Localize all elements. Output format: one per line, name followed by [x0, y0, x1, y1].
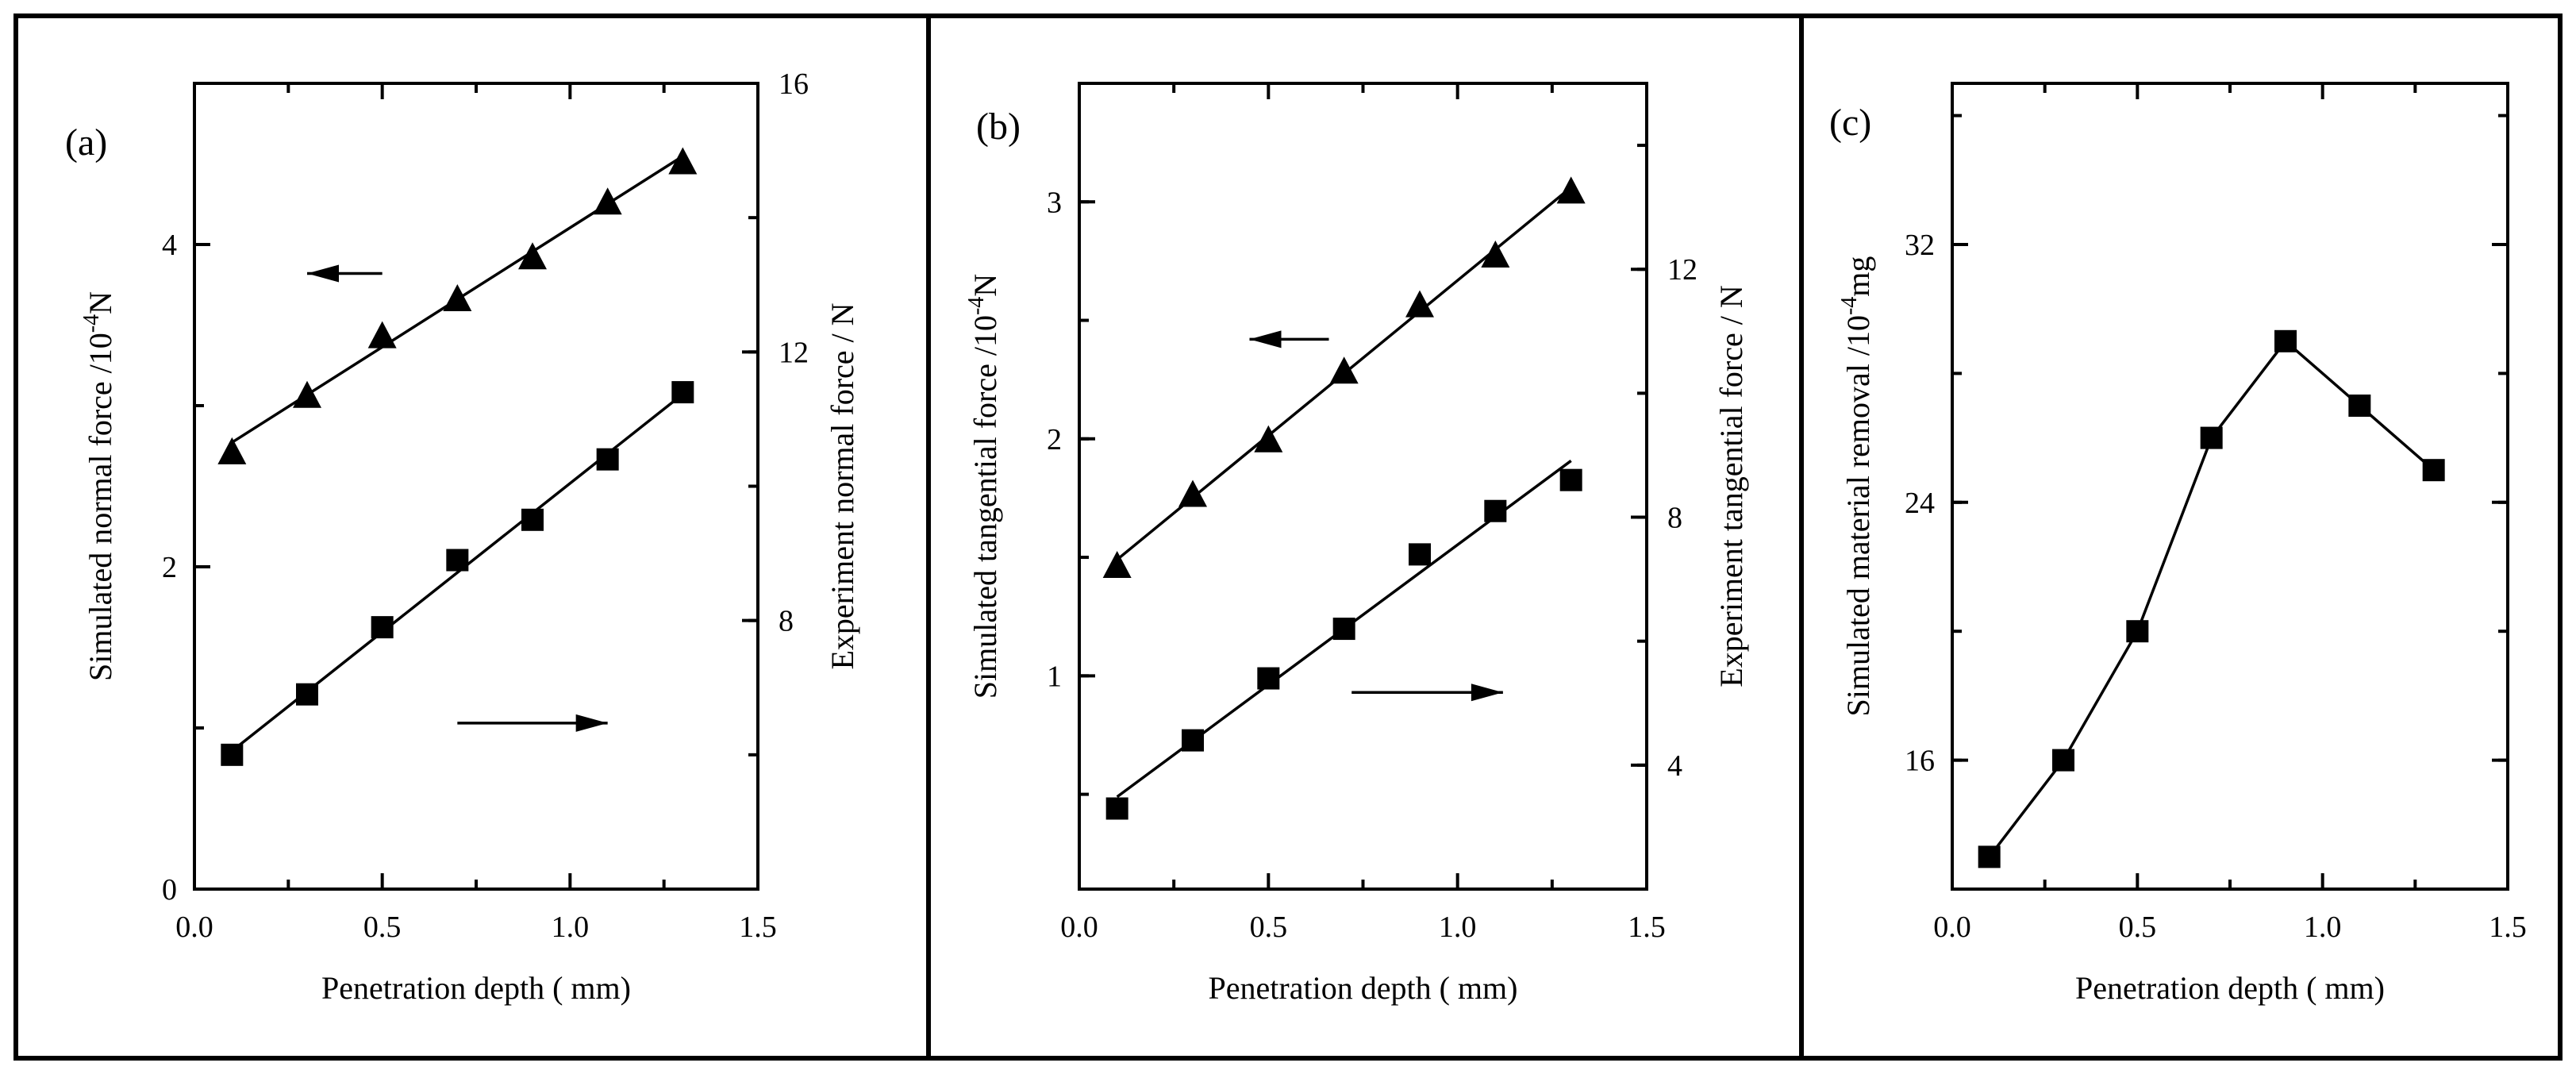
y-left-axis-title-unit: N — [83, 291, 118, 314]
square-marker — [671, 381, 694, 404]
x-tick-label: 1.0 — [2304, 911, 2342, 944]
square-marker — [1105, 797, 1128, 820]
y-left-axis-title-exponent: -4 — [964, 297, 989, 315]
x-tick-label: 0.0 — [175, 911, 213, 944]
square-marker — [2274, 329, 2297, 352]
triangle-marker — [367, 321, 397, 348]
triangle-marker — [1254, 425, 1283, 452]
y-left-tick-label: 2 — [1047, 423, 1062, 456]
panel-label: (b) — [976, 106, 1021, 148]
square-marker — [2052, 749, 2074, 772]
x-axis-title: Penetration depth ( mm) — [2075, 970, 2385, 1006]
square-marker — [1484, 499, 1507, 522]
y-left-tick-label: 16 — [1905, 745, 1935, 778]
y-left-axis-title: Simulated normal force /10-4N — [79, 291, 118, 681]
square-marker — [296, 683, 318, 706]
panel-3: 0.0 0.5 1.0 1.5 16 24 32 Penetration depth ( mm… — [1829, 82, 2527, 1006]
y-left-tick-label: 24 — [1905, 487, 1935, 520]
x-tick-label: 0.5 — [2119, 911, 2157, 944]
square-marker — [1978, 845, 2001, 868]
triangle-marker — [593, 187, 622, 215]
y-left-axis-title-unit: N — [967, 274, 1003, 297]
square-marker — [371, 616, 394, 639]
square-marker — [1332, 618, 1355, 641]
y-left-tick-label: 1 — [1047, 660, 1062, 693]
x-tick-label: 1.5 — [1628, 911, 1666, 944]
square-marker — [2126, 620, 2149, 643]
y-left-axis-title-exponent: -4 — [79, 314, 104, 333]
x-tick-label: 1.5 — [2489, 911, 2527, 944]
triangle-marker — [443, 283, 472, 311]
panel-label: (a) — [65, 121, 107, 164]
y-left-tick-label: 32 — [1905, 229, 1935, 262]
x-tick-label: 1.0 — [552, 911, 590, 944]
triangle-marker — [518, 242, 547, 270]
y-right-axis-title: Experiment tangential force / N — [1713, 285, 1749, 687]
y-left-tick-label: 4 — [162, 229, 177, 262]
arrow-head-left — [307, 264, 339, 283]
square-marker — [1182, 729, 1204, 752]
y-left-tick-label: 0 — [162, 873, 177, 907]
triangle-marker — [293, 380, 321, 408]
triangle-marker — [1178, 479, 1207, 507]
square-marker — [521, 508, 544, 531]
triangle-marker — [1329, 356, 1359, 384]
square-marker — [1409, 543, 1431, 566]
y-right-tick-label: 12 — [1667, 253, 1697, 287]
y-right-tick-label: 16 — [779, 67, 809, 101]
square-marker — [2200, 426, 2223, 449]
triangle-marker — [1405, 290, 1434, 318]
y-right-axis-title: Experiment normal force / N — [825, 302, 860, 669]
panel-label: (c) — [1829, 102, 1871, 144]
y-right-tick-label: 8 — [1667, 502, 1682, 535]
arrow-head-right — [1471, 683, 1503, 702]
y-left-axis-title-text: Simulated normal force /10 — [83, 333, 118, 681]
y-right-tick-label: 8 — [779, 605, 794, 638]
x-tick-label: 1.5 — [739, 911, 777, 944]
figure-frame — [13, 13, 2563, 1061]
triangle-marker — [1102, 551, 1132, 579]
triangle-marker — [1481, 240, 1510, 268]
arrow-head-left — [1249, 330, 1282, 348]
y-left-axis-title-text: Simulated material removal /10 — [1840, 315, 1876, 716]
y-left-axis-title-text: Simulated tangential force /10 — [967, 315, 1003, 699]
square-marker — [1559, 468, 1582, 491]
arrow-head-right — [575, 714, 608, 732]
y-left-axis-title: Simulated material removal /10-4mg — [1837, 256, 1876, 717]
x-tick-label: 0.5 — [363, 911, 402, 944]
x-tick-label: 0.5 — [1250, 911, 1288, 944]
y-right-tick-label: 4 — [1667, 749, 1682, 783]
y-left-axis-title: Simulated tangential force /10-4N — [964, 274, 1003, 699]
x-axis-title: Penetration depth ( mm) — [321, 970, 631, 1006]
square-marker — [2422, 459, 2445, 482]
x-tick-label: 0.0 — [1060, 911, 1098, 944]
y-left-axis-title-unit: mg — [1840, 256, 1876, 297]
x-tick-label: 0.0 — [1933, 911, 1971, 944]
y-right-tick-label: 12 — [779, 336, 809, 369]
square-marker — [2348, 395, 2371, 417]
panel-1: 0.0 0.5 1.0 1.5 0 2 4 8 12 16 Penetration depth ( … — [65, 67, 860, 1006]
y-left-tick-label: 2 — [162, 551, 177, 584]
square-marker — [1257, 667, 1280, 690]
y-left-axis-title-exponent: -4 — [1837, 297, 1862, 315]
x-axis-title: Penetration depth ( mm) — [1209, 970, 1518, 1006]
triangle-marker — [217, 437, 247, 464]
triangle-marker — [668, 147, 698, 175]
x-tick-label: 1.0 — [1439, 911, 1477, 944]
square-marker — [221, 743, 244, 766]
y-left-tick-label: 3 — [1047, 186, 1062, 219]
square-marker — [446, 549, 469, 572]
square-marker — [596, 448, 619, 471]
triangle-marker — [1556, 176, 1586, 204]
